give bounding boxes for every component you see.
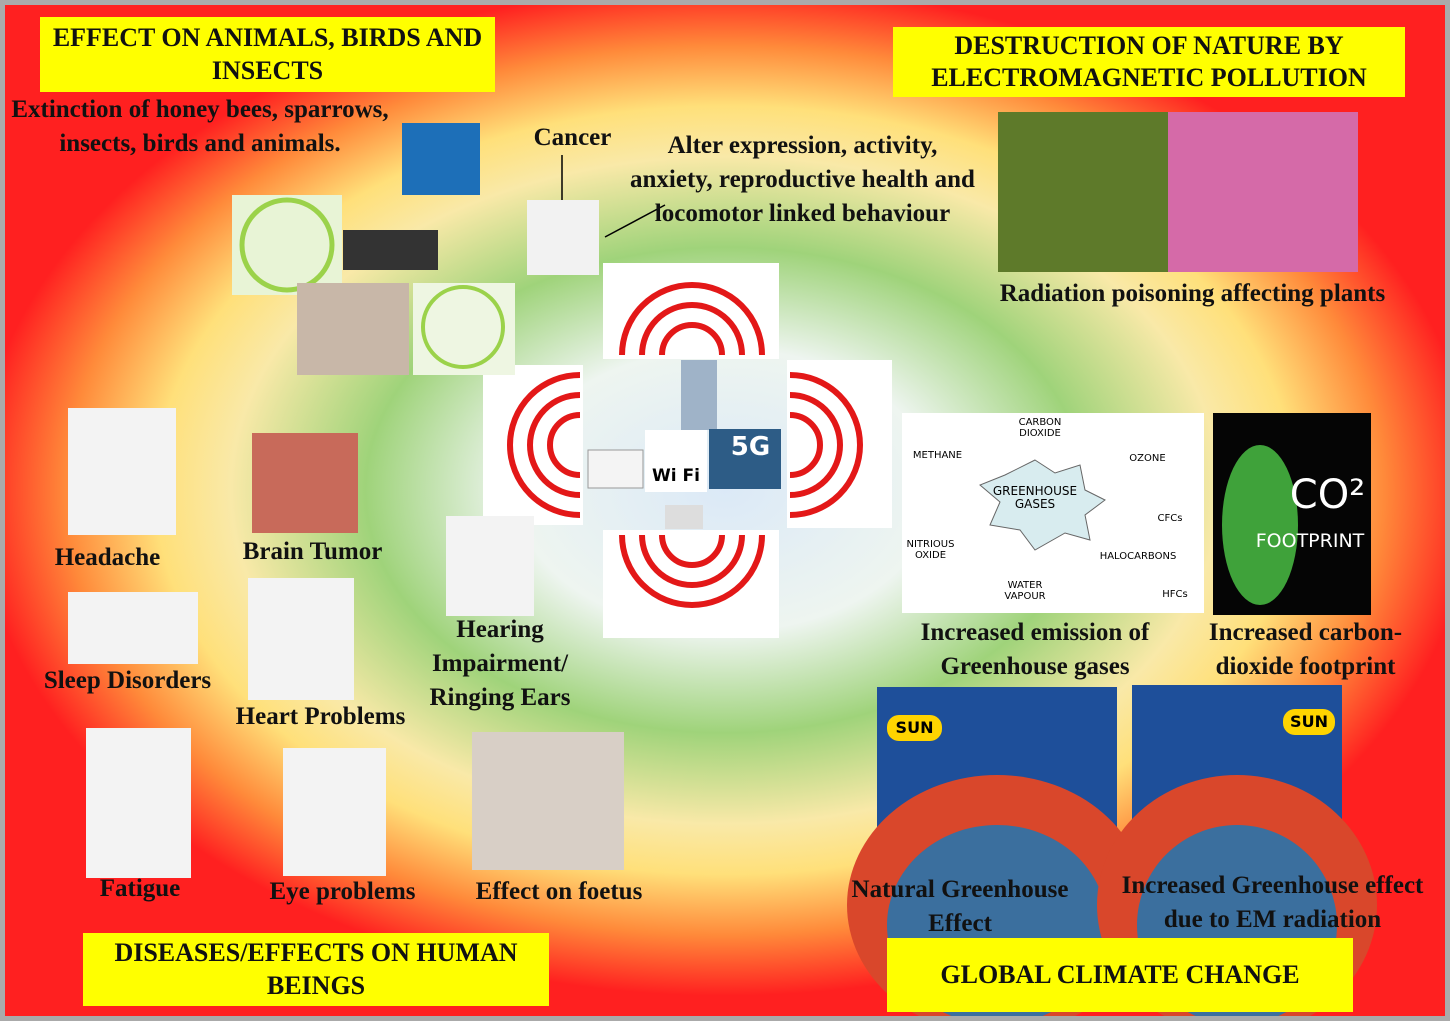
label: Alter expression, activity, anxiety, rep… [630, 129, 975, 231]
label: Effect on foetus [453, 875, 665, 909]
router [665, 505, 703, 529]
image-text: HFCs [1155, 589, 1195, 600]
label: Fatigue [85, 872, 195, 906]
flower-image [1168, 112, 1358, 272]
eye-image [283, 748, 386, 876]
label: Extinction of honey bees, sparrows, inse… [10, 93, 390, 161]
image-text: GREENHOUSE GASES [985, 485, 1085, 511]
label: Headache [35, 541, 180, 575]
forest-image [998, 112, 1168, 272]
label: Heart Problems [213, 700, 428, 734]
foetus-image [472, 732, 624, 870]
label: Sleep Disorders [20, 664, 235, 698]
image-text: SUN [1283, 709, 1335, 735]
image-text: OZONE [1120, 453, 1175, 464]
label: Increased carbon-dioxide footprint [1183, 616, 1428, 684]
heart-image [248, 578, 354, 700]
label: Hearing Impairment/ Ringing Ears [410, 613, 590, 715]
bee [413, 283, 515, 375]
tower [681, 360, 717, 430]
image-text: Wi Fi [647, 467, 705, 486]
image [603, 263, 779, 359]
heading: DISEASES/EFFECTS ON HUMAN BEINGS [83, 933, 549, 1006]
fatigue-image [86, 728, 191, 878]
image-text: CO² [1285, 473, 1370, 517]
image-text: NITRIOUS OXIDE [903, 539, 958, 561]
heading: EFFECT ON ANIMALS, BIRDS AND INSECTS [40, 17, 495, 92]
image-text: CFCs [1150, 513, 1190, 524]
image-text: SUN [887, 715, 942, 741]
mouse [527, 200, 599, 275]
label: Increased emission of Greenhouse gases [890, 616, 1180, 684]
brain-image [252, 433, 358, 533]
image-text: METHANE [905, 450, 970, 461]
image-text: CARBON DIOXIDE [1010, 417, 1070, 439]
label: Increased Greenhouse effect due to EM ra… [1100, 869, 1445, 937]
heading: DESTRUCTION OF NATURE BY ELECTROMAGNETIC… [893, 27, 1405, 97]
sleep-image [68, 592, 198, 664]
label: Eye problems [250, 875, 435, 909]
image-text: FOOTPRINT [1249, 531, 1371, 552]
image-text: HALOCARBONS [1093, 551, 1183, 562]
ears-image [446, 516, 534, 616]
headache-image [68, 408, 176, 535]
heading: GLOBAL CLIMATE CHANGE [887, 938, 1353, 1012]
infographic: EFFECT ON ANIMALS, BIRDS AND INSECTS DES… [0, 0, 1450, 1021]
router [588, 450, 643, 488]
image-text: 5G [723, 433, 778, 462]
butterfly [402, 123, 480, 195]
label: Brain Tumor [220, 535, 405, 569]
foot [1222, 445, 1298, 605]
label: Radiation poisoning affecting plants [995, 277, 1390, 311]
image-text: WATER VAPOUR [1000, 580, 1050, 602]
phone-tower [297, 283, 409, 375]
router [343, 230, 438, 270]
sparrow [232, 195, 342, 295]
label: Cancer [520, 121, 625, 155]
label: Natural Greenhouse Effect [825, 873, 1095, 941]
